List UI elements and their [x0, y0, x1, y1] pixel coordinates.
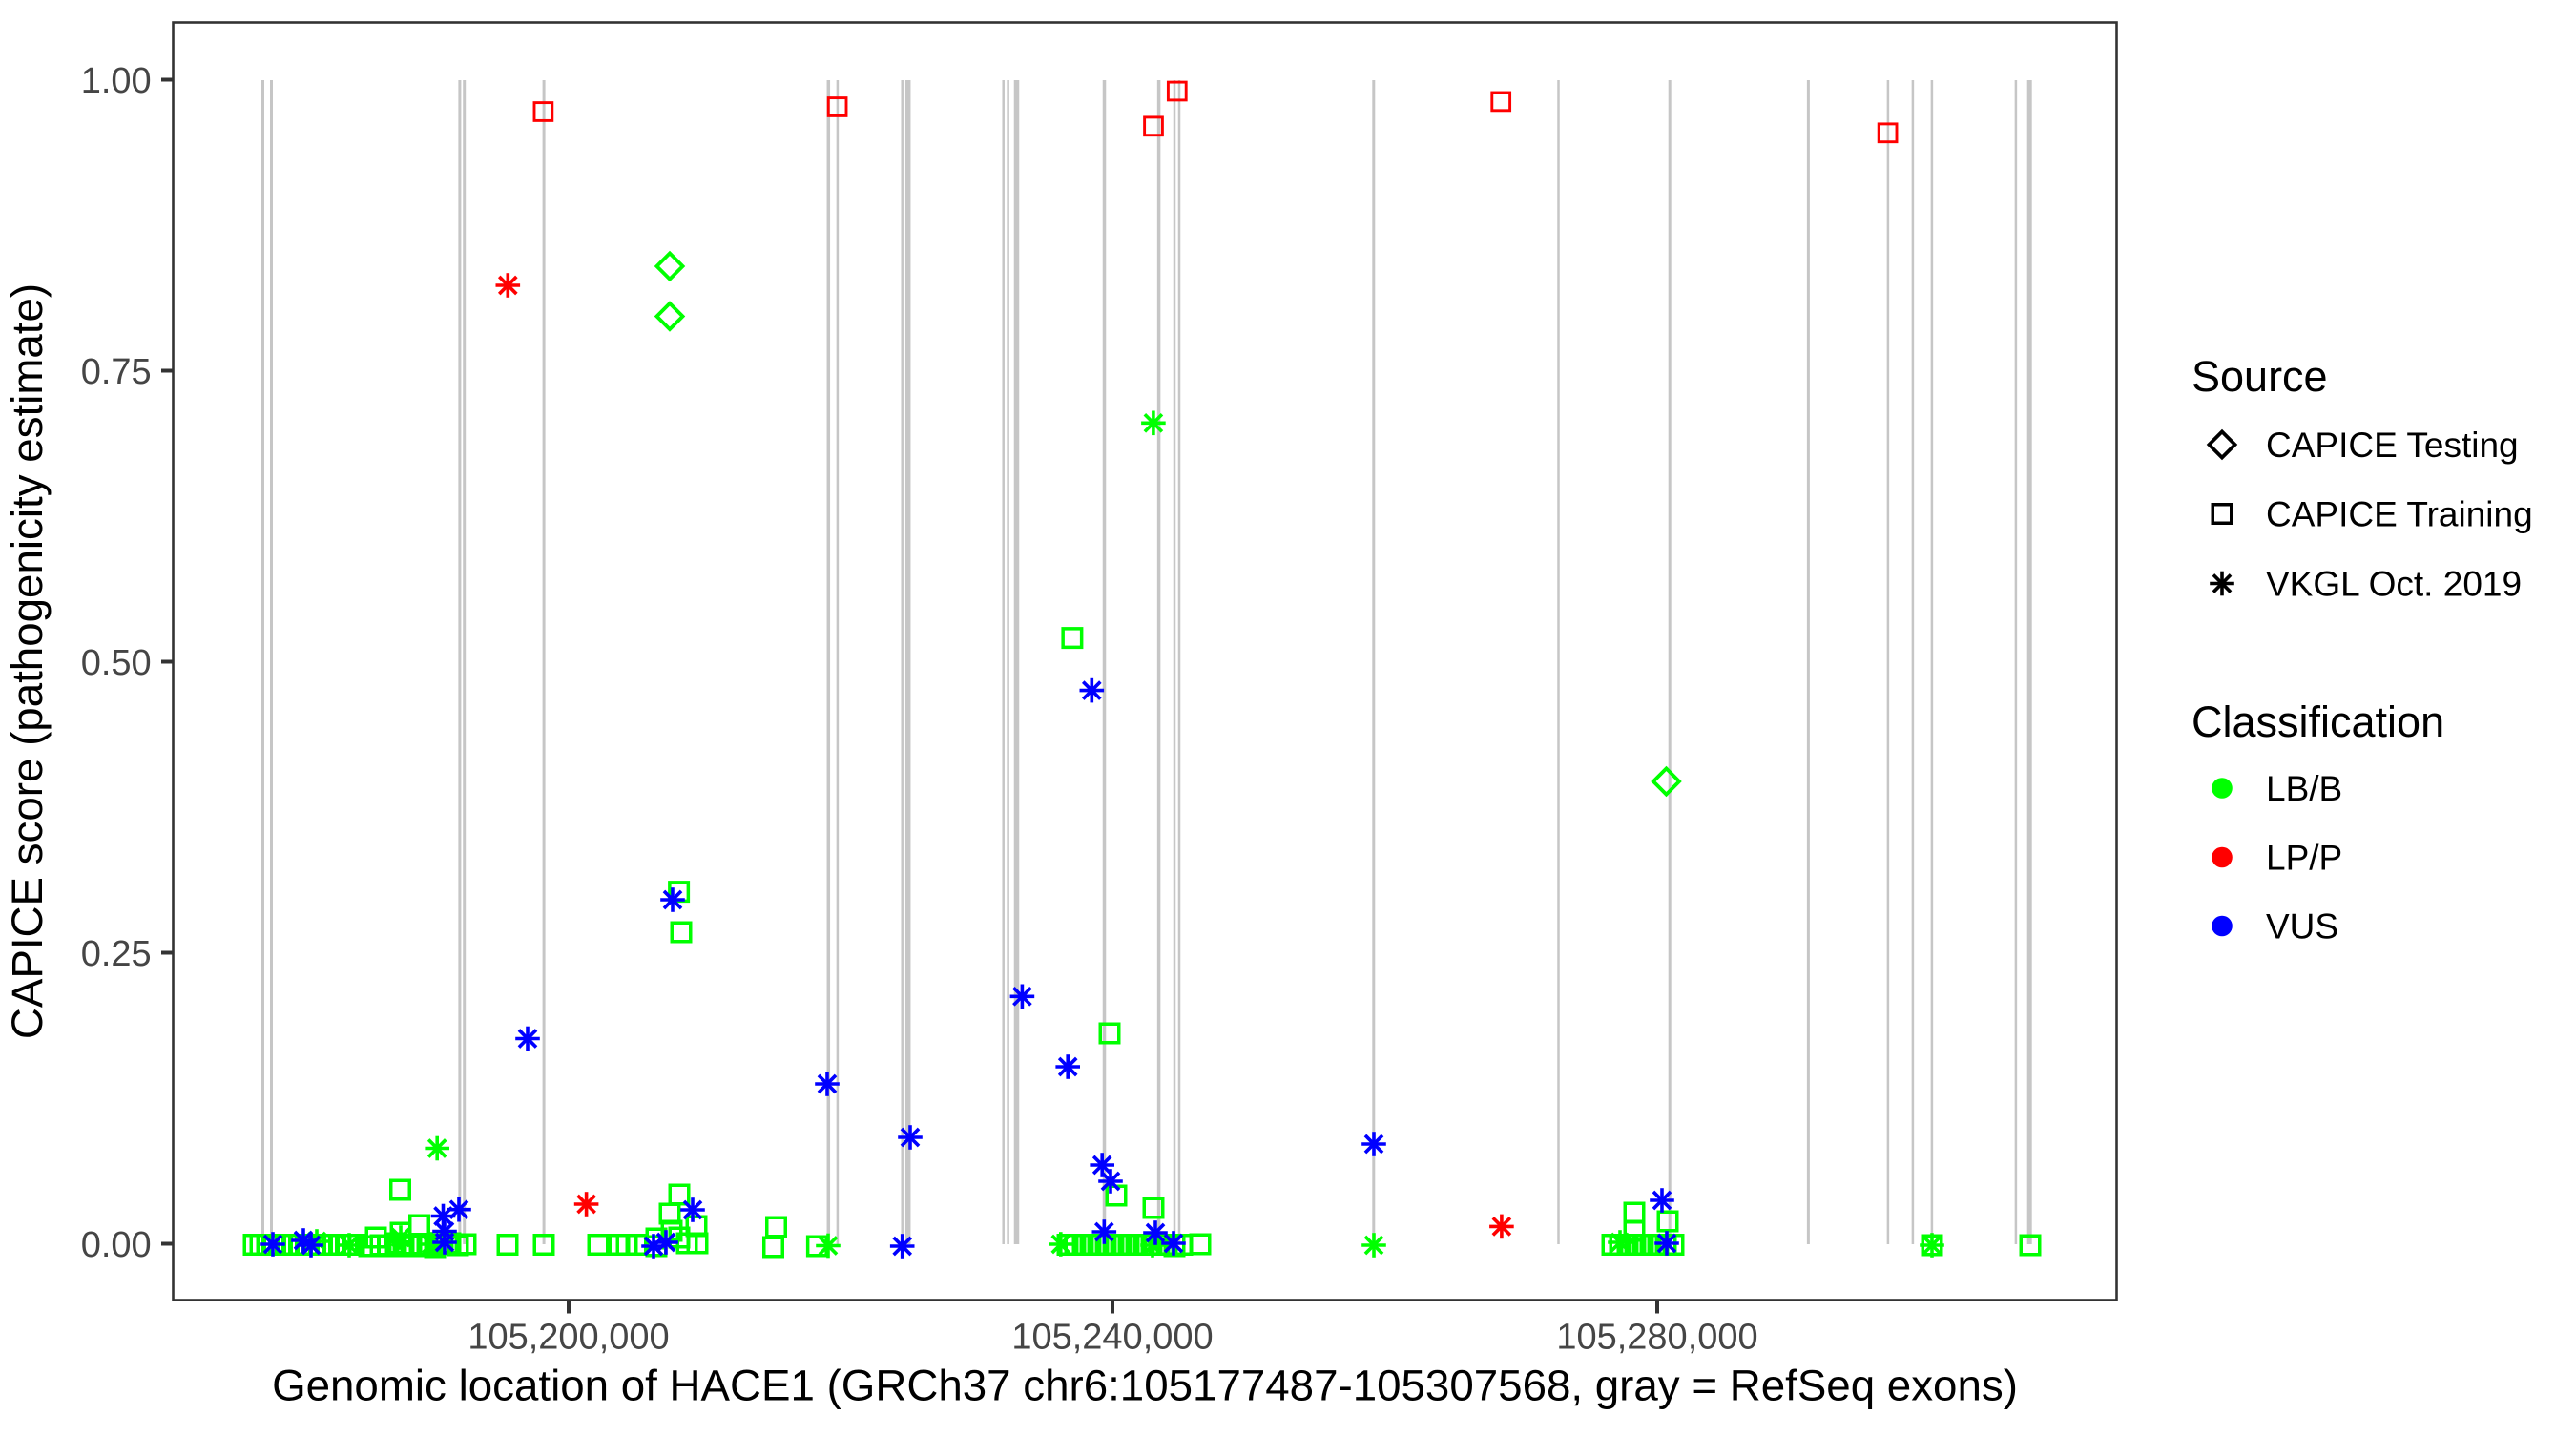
- svg-text:CAPICE Training: CAPICE Training: [2266, 495, 2533, 534]
- svg-text:VKGL Oct. 2019: VKGL Oct. 2019: [2266, 565, 2522, 604]
- svg-text:CAPICE score (pathogenicity es: CAPICE score (pathogenicity estimate): [3, 283, 52, 1039]
- svg-text:0.25: 0.25: [81, 934, 152, 974]
- svg-text:0.75: 0.75: [81, 352, 152, 392]
- svg-text:VUS: VUS: [2266, 907, 2338, 947]
- svg-text:LB/B: LB/B: [2266, 769, 2342, 808]
- svg-text:Source: Source: [2192, 352, 2328, 401]
- svg-text:105,240,000: 105,240,000: [1011, 1318, 1213, 1358]
- svg-text:Classification: Classification: [2192, 697, 2444, 746]
- svg-text:0.50: 0.50: [81, 643, 152, 683]
- svg-text:1.00: 1.00: [81, 61, 152, 101]
- svg-text:Genomic location of HACE1 (GRC: Genomic location of HACE1 (GRCh37 chr6:1…: [272, 1362, 2018, 1410]
- svg-text:LP/P: LP/P: [2266, 839, 2342, 878]
- svg-text:CAPICE Testing: CAPICE Testing: [2266, 426, 2519, 465]
- svg-text:105,280,000: 105,280,000: [1556, 1318, 1757, 1358]
- svg-text:0.00: 0.00: [81, 1225, 152, 1265]
- svg-text:105,200,000: 105,200,000: [467, 1318, 669, 1358]
